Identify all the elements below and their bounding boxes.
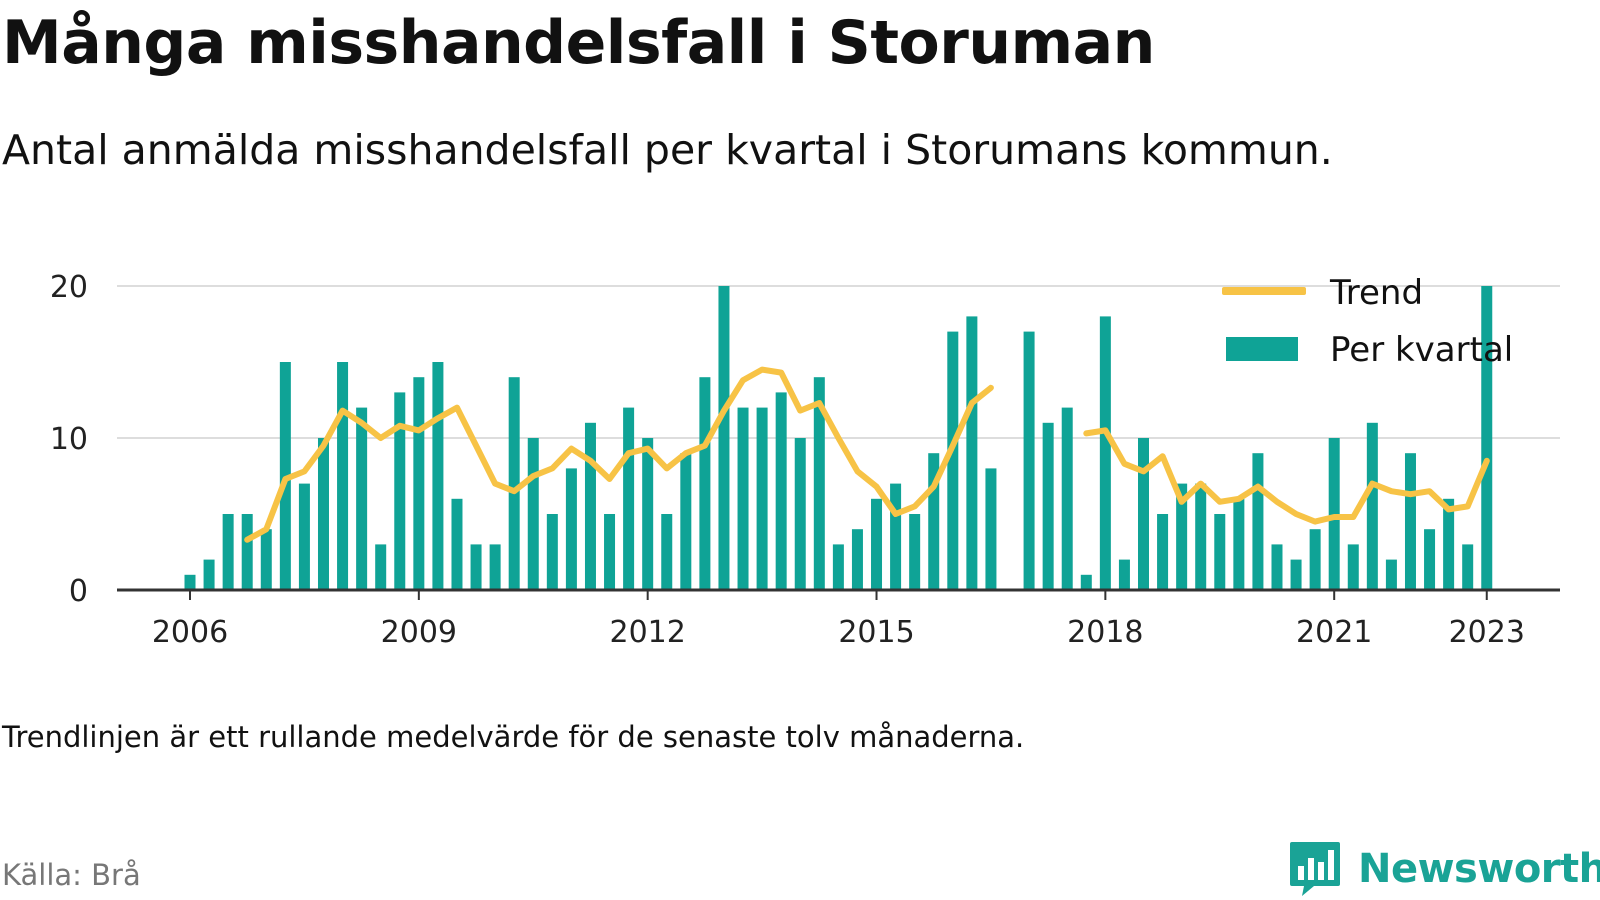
bar xyxy=(1385,559,1397,590)
brand-name: Newsworthy xyxy=(1358,846,1600,892)
y-tick-label: 10 xyxy=(50,422,88,457)
bar xyxy=(375,544,387,590)
bar xyxy=(337,362,349,590)
bar xyxy=(413,377,425,590)
bar xyxy=(966,316,978,590)
chart-title: Många misshandelsfall i Storuman xyxy=(2,8,1155,78)
legend: Trend Per kvartal xyxy=(1222,273,1513,370)
legend-label-trend: Trend xyxy=(1329,273,1423,313)
bar xyxy=(1443,498,1455,590)
bar xyxy=(699,377,711,590)
bar xyxy=(1424,529,1436,590)
bar xyxy=(718,286,730,590)
bar xyxy=(623,407,635,590)
bar xyxy=(1233,498,1245,590)
bar xyxy=(775,392,787,590)
source-credit: Källa: Brå xyxy=(2,858,141,892)
legend-key-bar xyxy=(1226,337,1298,361)
bar xyxy=(1252,453,1264,590)
bar xyxy=(1347,544,1359,590)
legend-label-per-kvartal: Per kvartal xyxy=(1330,330,1513,370)
bar xyxy=(1404,453,1416,590)
bar xyxy=(584,422,596,590)
bar xyxy=(871,498,883,590)
bar xyxy=(1214,514,1226,590)
chart-note: Trendlinjen är ett rullande medelvärde f… xyxy=(2,720,1025,754)
bar xyxy=(928,453,940,590)
bar xyxy=(1462,544,1474,590)
x-tick-label: 2006 xyxy=(152,615,228,650)
trend-line xyxy=(244,366,1490,543)
bar xyxy=(737,407,749,590)
x-tick-label: 2009 xyxy=(381,615,457,650)
x-tick-label: 2023 xyxy=(1449,615,1525,650)
bar xyxy=(1118,559,1130,590)
bar xyxy=(909,514,921,590)
bar xyxy=(1195,483,1207,590)
bar xyxy=(546,514,558,590)
bar xyxy=(851,529,863,590)
bar xyxy=(642,438,654,590)
bar xyxy=(1138,438,1149,590)
x-tick-label: 2021 xyxy=(1296,615,1372,650)
brand-logo[interactable]: Newsworthy xyxy=(1288,840,1600,898)
bar xyxy=(203,559,215,590)
bar-chart-speech-bubble-icon xyxy=(1290,842,1340,896)
x-tick-label: 2012 xyxy=(610,615,686,650)
bar xyxy=(1176,483,1188,590)
bar xyxy=(1366,422,1378,590)
bar xyxy=(260,529,272,590)
trend-segment xyxy=(244,366,994,543)
bar xyxy=(565,468,577,590)
bar xyxy=(680,453,692,590)
bar xyxy=(890,483,902,590)
bar xyxy=(241,514,253,590)
bar xyxy=(394,392,406,590)
bar xyxy=(1061,407,1073,590)
bar xyxy=(1481,286,1493,590)
bar xyxy=(661,514,673,590)
bar xyxy=(470,544,482,590)
bar xyxy=(222,514,234,590)
chart: 0 10 20 2006 2009 2012 2015 2018 2021 2023 Trend… xyxy=(50,270,1560,650)
bar xyxy=(1309,529,1321,590)
bar xyxy=(298,483,310,590)
bar xyxy=(451,498,463,590)
bar xyxy=(947,331,959,590)
trend-segment xyxy=(1083,427,1490,525)
chart-subtitle: Antal anmälda misshandelsfall per kvarta… xyxy=(2,126,1333,174)
bar xyxy=(527,438,539,590)
bar xyxy=(508,377,520,590)
bar xyxy=(1023,331,1035,590)
bar xyxy=(1157,514,1169,590)
x-tick-labels: 2006 2009 2012 2015 2018 2021 2023 xyxy=(152,590,1525,650)
bar xyxy=(1290,559,1302,590)
bar xyxy=(604,514,616,590)
bar xyxy=(1080,574,1092,590)
bar xyxy=(1042,422,1054,590)
bar xyxy=(489,544,501,590)
bar xyxy=(1271,544,1283,590)
bar xyxy=(813,377,825,590)
bar xyxy=(832,544,844,590)
bar xyxy=(1099,316,1111,590)
y-tick-labels: 0 10 20 xyxy=(50,270,88,609)
y-tick-label: 20 xyxy=(50,270,88,305)
bar xyxy=(432,362,444,590)
x-tick-label: 2015 xyxy=(838,615,914,650)
bar xyxy=(794,438,806,590)
bar xyxy=(985,468,997,590)
bar xyxy=(356,407,368,590)
bar xyxy=(317,438,329,590)
x-tick-label: 2018 xyxy=(1067,615,1143,650)
y-tick-label: 0 xyxy=(69,574,88,609)
bar xyxy=(756,407,768,590)
legend-key-line xyxy=(1222,287,1306,295)
bar xyxy=(184,574,196,590)
